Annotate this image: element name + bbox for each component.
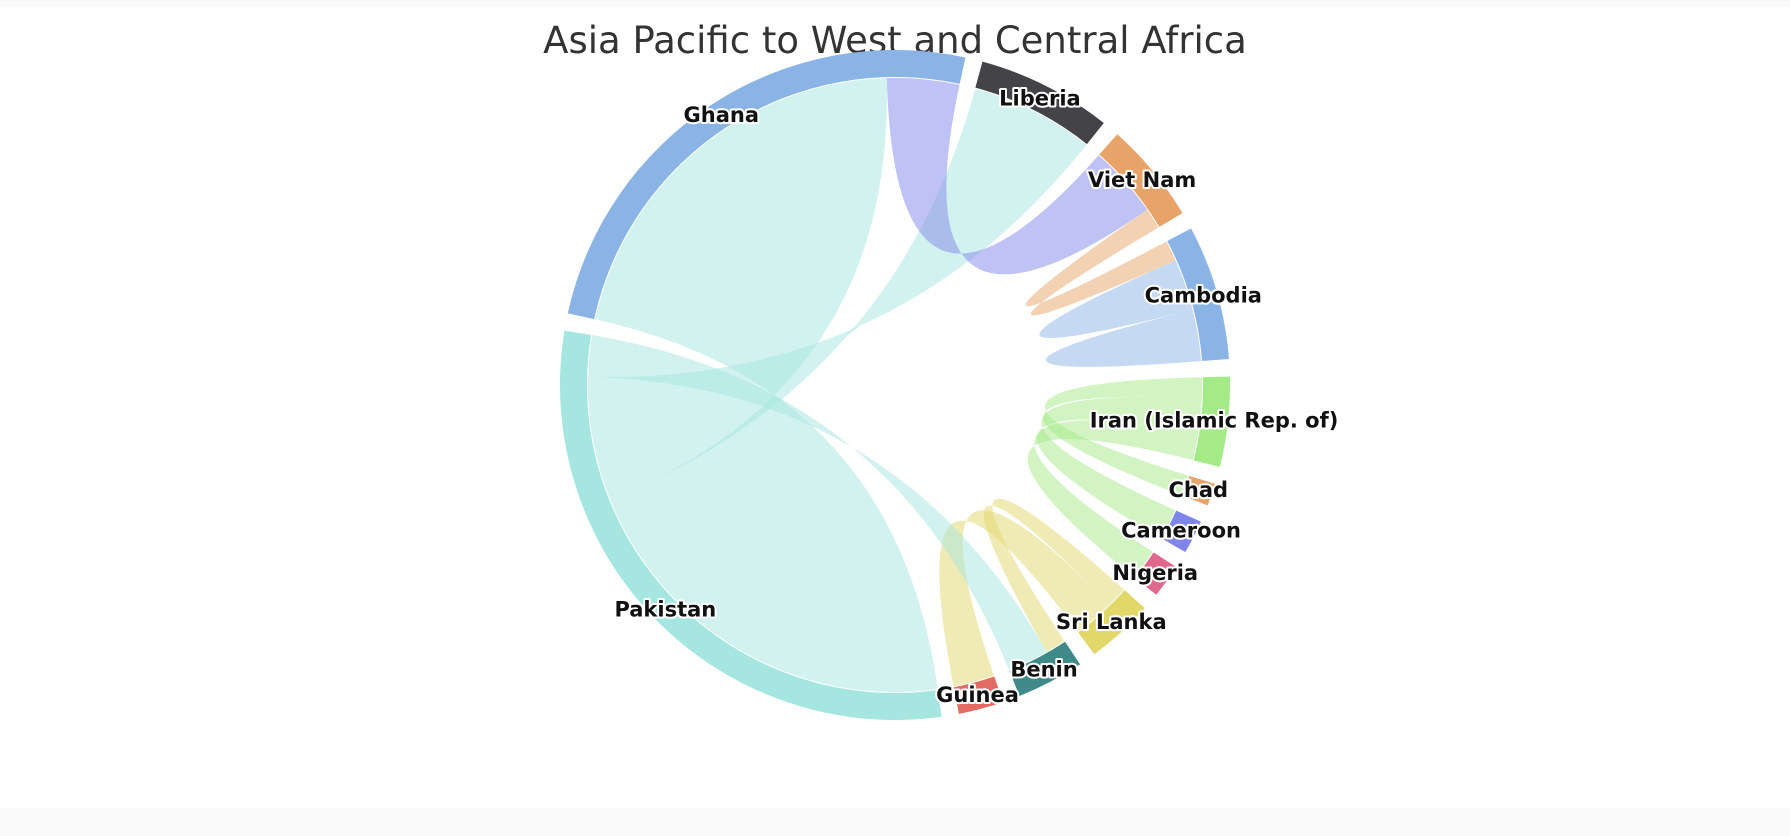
node-label-cameroon: Cameroon [1121, 519, 1241, 543]
node-ghana[interactable] [567, 49, 966, 320]
link-pakistan-to-liberia[interactable] [592, 98, 1034, 470]
chart-area: Asia Pacific to West and Central Africa … [0, 7, 1790, 807]
node-nigeria[interactable] [1135, 552, 1177, 595]
dependency-wheel-chart: Asia Pacific to West and Central Africa … [543, 19, 1340, 720]
node-label-benin: Benin [1010, 657, 1077, 681]
node-guinea[interactable] [953, 676, 1003, 714]
link-pakistan-to-liberia[interactable] [587, 111, 1087, 440]
node-label-chad: Chad [1169, 478, 1229, 502]
links-layer [587, 78, 1202, 692]
link-pakistan-to-benin[interactable] [588, 335, 1047, 671]
labels-layer: Pakistan Ghana Liberia Viet Nam Cambodia Iran… [612, 85, 1340, 710]
node-chad[interactable] [1182, 475, 1216, 506]
link-pakistan-to-liberia[interactable] [599, 88, 1005, 500]
link-sri-lanka-to-benin[interactable] [983, 498, 1124, 652]
node-label-sri-lanka: Sri Lanka [1056, 610, 1167, 634]
node-viet-nam[interactable] [1099, 134, 1183, 227]
link-iran-islamic-rep-of-to-cameroon[interactable] [1036, 396, 1202, 539]
node-cameroon[interactable] [1161, 510, 1201, 553]
node-label-ghana: Ghana [684, 103, 759, 127]
link-viet-nam-to-ghana[interactable] [886, 78, 1148, 275]
node-label-liberia: Liberia [999, 87, 1081, 111]
node-label-viet-nam: Viet Nam [1088, 168, 1196, 192]
link-iran-islamic-rep-of-to-nigeria[interactable] [1027, 420, 1199, 578]
node-liberia[interactable] [975, 61, 1104, 145]
nodes-layer [560, 49, 1230, 720]
node-label-nigeria: Nigeria [1112, 561, 1198, 585]
node-iran-islamic-rep-of[interactable] [1193, 376, 1230, 467]
node-benin[interactable] [1009, 641, 1080, 697]
link-viet-nam-to-cambodia[interactable] [1025, 209, 1176, 316]
link-sri-lanka-to-guinea[interactable] [939, 510, 1110, 687]
node-cambodia[interactable] [1167, 228, 1229, 362]
node-label-cambodia: Cambodia [1145, 284, 1262, 308]
link-cambodia-to-cambodia[interactable] [1039, 260, 1202, 367]
node-label-pakistan: Pakistan [614, 597, 716, 621]
node-sri-lanka[interactable] [1078, 590, 1145, 655]
node-label-guinea: Guinea [936, 683, 1019, 707]
node-label-iran-islamic-rep-of: Iran (Islamic Rep. of) [1090, 409, 1339, 433]
